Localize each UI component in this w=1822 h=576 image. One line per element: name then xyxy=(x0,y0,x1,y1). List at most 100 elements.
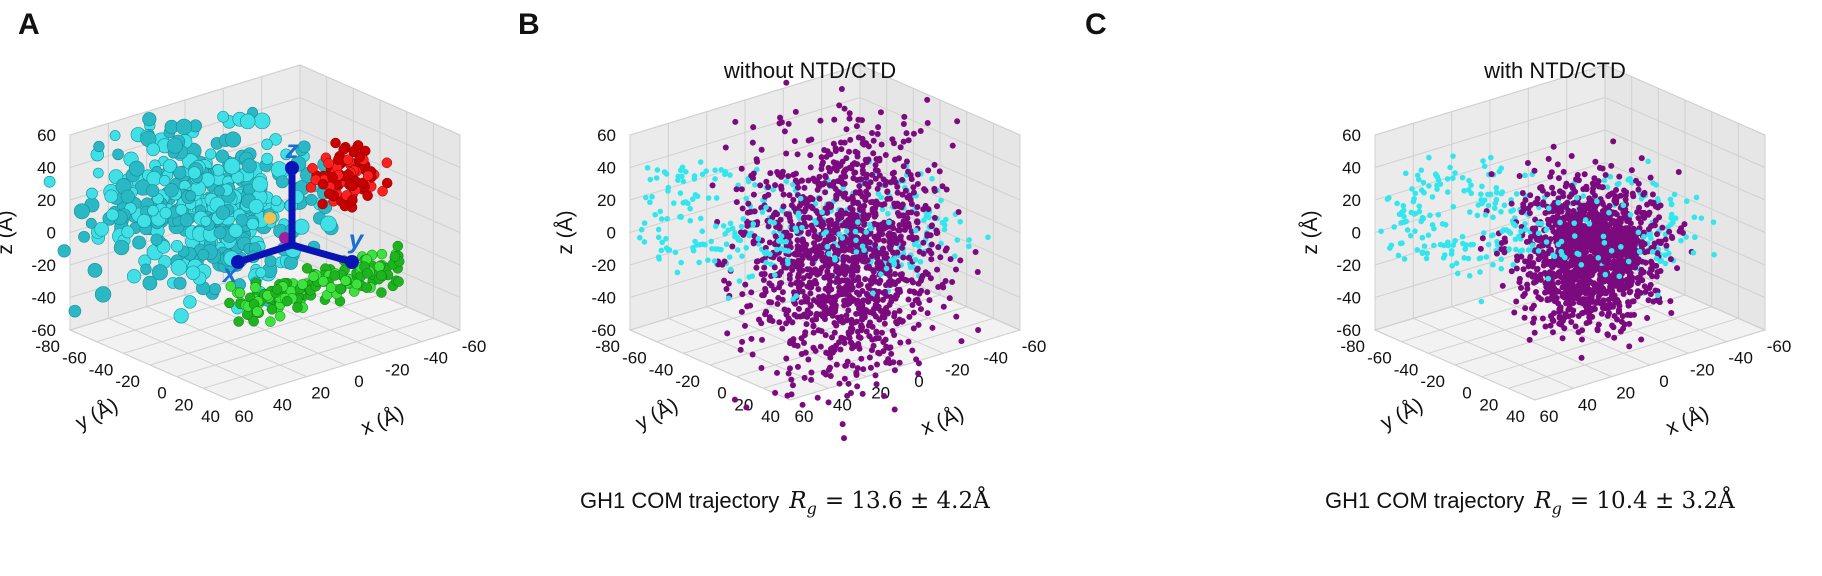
ring-point xyxy=(1419,187,1425,193)
ring-point xyxy=(913,257,919,263)
trajectory-point xyxy=(876,182,882,188)
ring-point xyxy=(1602,178,1608,184)
trajectory-point xyxy=(883,152,889,158)
y-tick-label: 0 xyxy=(717,384,726,403)
trajectory-point xyxy=(1547,269,1553,275)
trajectory-point xyxy=(1546,221,1552,227)
trajectory-point xyxy=(776,284,782,290)
trajectory-point xyxy=(928,256,934,262)
trajectory-point xyxy=(1551,144,1557,150)
trajectory-point xyxy=(1681,221,1687,227)
trajectory-point xyxy=(1527,210,1533,216)
ring-point xyxy=(1668,197,1674,203)
z-tick-label: -40 xyxy=(1336,289,1361,308)
trajectory-point xyxy=(1606,222,1612,228)
trajectory-point xyxy=(1608,163,1614,169)
trajectory-point xyxy=(906,314,912,320)
ring-point xyxy=(662,169,668,175)
trajectory-point xyxy=(732,397,738,403)
trajectory-point xyxy=(869,337,875,343)
trajectory-point xyxy=(1595,327,1601,333)
trajectory-point xyxy=(1528,202,1534,208)
ring-point xyxy=(1655,292,1661,298)
trajectory-point xyxy=(871,138,877,144)
ring-point xyxy=(1401,208,1407,214)
trajectory-point xyxy=(799,351,805,357)
trajectory-point xyxy=(799,178,805,184)
trajectory-point xyxy=(850,267,856,273)
ring-point xyxy=(774,247,780,253)
ring-point xyxy=(1501,227,1507,233)
protein-atom xyxy=(229,224,243,238)
rg-subscript: g xyxy=(807,499,817,518)
ring-point xyxy=(1502,202,1508,208)
ring-point xyxy=(1578,262,1584,268)
trajectory-point xyxy=(1657,299,1663,305)
trajectory-point xyxy=(873,279,879,285)
trajectory-point xyxy=(859,301,865,307)
ring-point xyxy=(1494,185,1500,191)
trajectory-point xyxy=(842,245,848,251)
trajectory-point xyxy=(874,298,880,304)
trajectory-point xyxy=(863,157,869,163)
trajectory-point xyxy=(807,266,813,272)
trajectory-point xyxy=(914,204,920,210)
ring-point xyxy=(1536,248,1542,254)
ring-point xyxy=(763,251,769,257)
x-tick-label: 60 xyxy=(235,407,254,426)
trajectory-point xyxy=(885,232,891,238)
trajectory-point xyxy=(911,310,917,316)
trajectory-point xyxy=(1557,209,1563,215)
trajectory-point xyxy=(1616,253,1622,259)
ring-point xyxy=(1513,236,1519,242)
trajectory-point xyxy=(899,271,905,277)
ring-point xyxy=(853,229,859,235)
ring-point xyxy=(728,220,734,226)
x-tick-label: 0 xyxy=(354,372,363,391)
ring-point xyxy=(1571,220,1577,226)
dna-atom xyxy=(302,263,312,273)
trajectory-point xyxy=(1549,259,1555,265)
trajectory-point xyxy=(790,197,796,203)
trajectory-point xyxy=(838,146,844,152)
ring-point xyxy=(1430,194,1436,200)
protein-atom xyxy=(262,153,273,164)
protein-atom xyxy=(148,205,159,216)
trajectory-point xyxy=(789,391,795,397)
trajectory-point xyxy=(1666,229,1672,235)
trajectory-point xyxy=(906,255,912,261)
trajectory-point xyxy=(842,265,848,271)
trajectory-point xyxy=(1616,174,1622,180)
trajectory-point xyxy=(1583,184,1589,190)
panel-label: A xyxy=(18,8,40,41)
trajectory-point xyxy=(747,303,753,309)
trajectory-point xyxy=(1639,155,1645,161)
ring-point xyxy=(1559,252,1565,258)
trajectory-point xyxy=(1579,270,1585,276)
ring-point xyxy=(1427,212,1433,218)
trajectory-point xyxy=(900,240,906,246)
trajectory-point xyxy=(775,295,781,301)
protein-atom xyxy=(113,149,124,160)
trajectory-point xyxy=(1599,311,1605,317)
ring-point xyxy=(1626,259,1632,265)
trajectory-point xyxy=(909,176,915,182)
panel: 6040200-20-40-60-80-60-40-20020406040200… xyxy=(0,8,486,440)
ring-point xyxy=(1616,273,1622,279)
ring-point xyxy=(860,243,866,249)
trajectory-point xyxy=(858,176,864,182)
trajectory-point xyxy=(849,196,855,202)
trajectory-point xyxy=(916,281,922,287)
trajectory-point xyxy=(1647,270,1653,276)
protein-atom xyxy=(58,245,71,258)
ring-point xyxy=(694,242,700,248)
trajectory-point xyxy=(739,186,745,192)
ring-point xyxy=(1431,243,1437,249)
ring-point xyxy=(940,220,946,226)
ring-point xyxy=(1628,212,1634,218)
trajectory-point xyxy=(1596,178,1602,184)
protein-atom xyxy=(185,191,195,201)
ring-point xyxy=(1625,177,1631,183)
ring-point xyxy=(1416,203,1422,209)
trajectory-point xyxy=(854,259,860,265)
